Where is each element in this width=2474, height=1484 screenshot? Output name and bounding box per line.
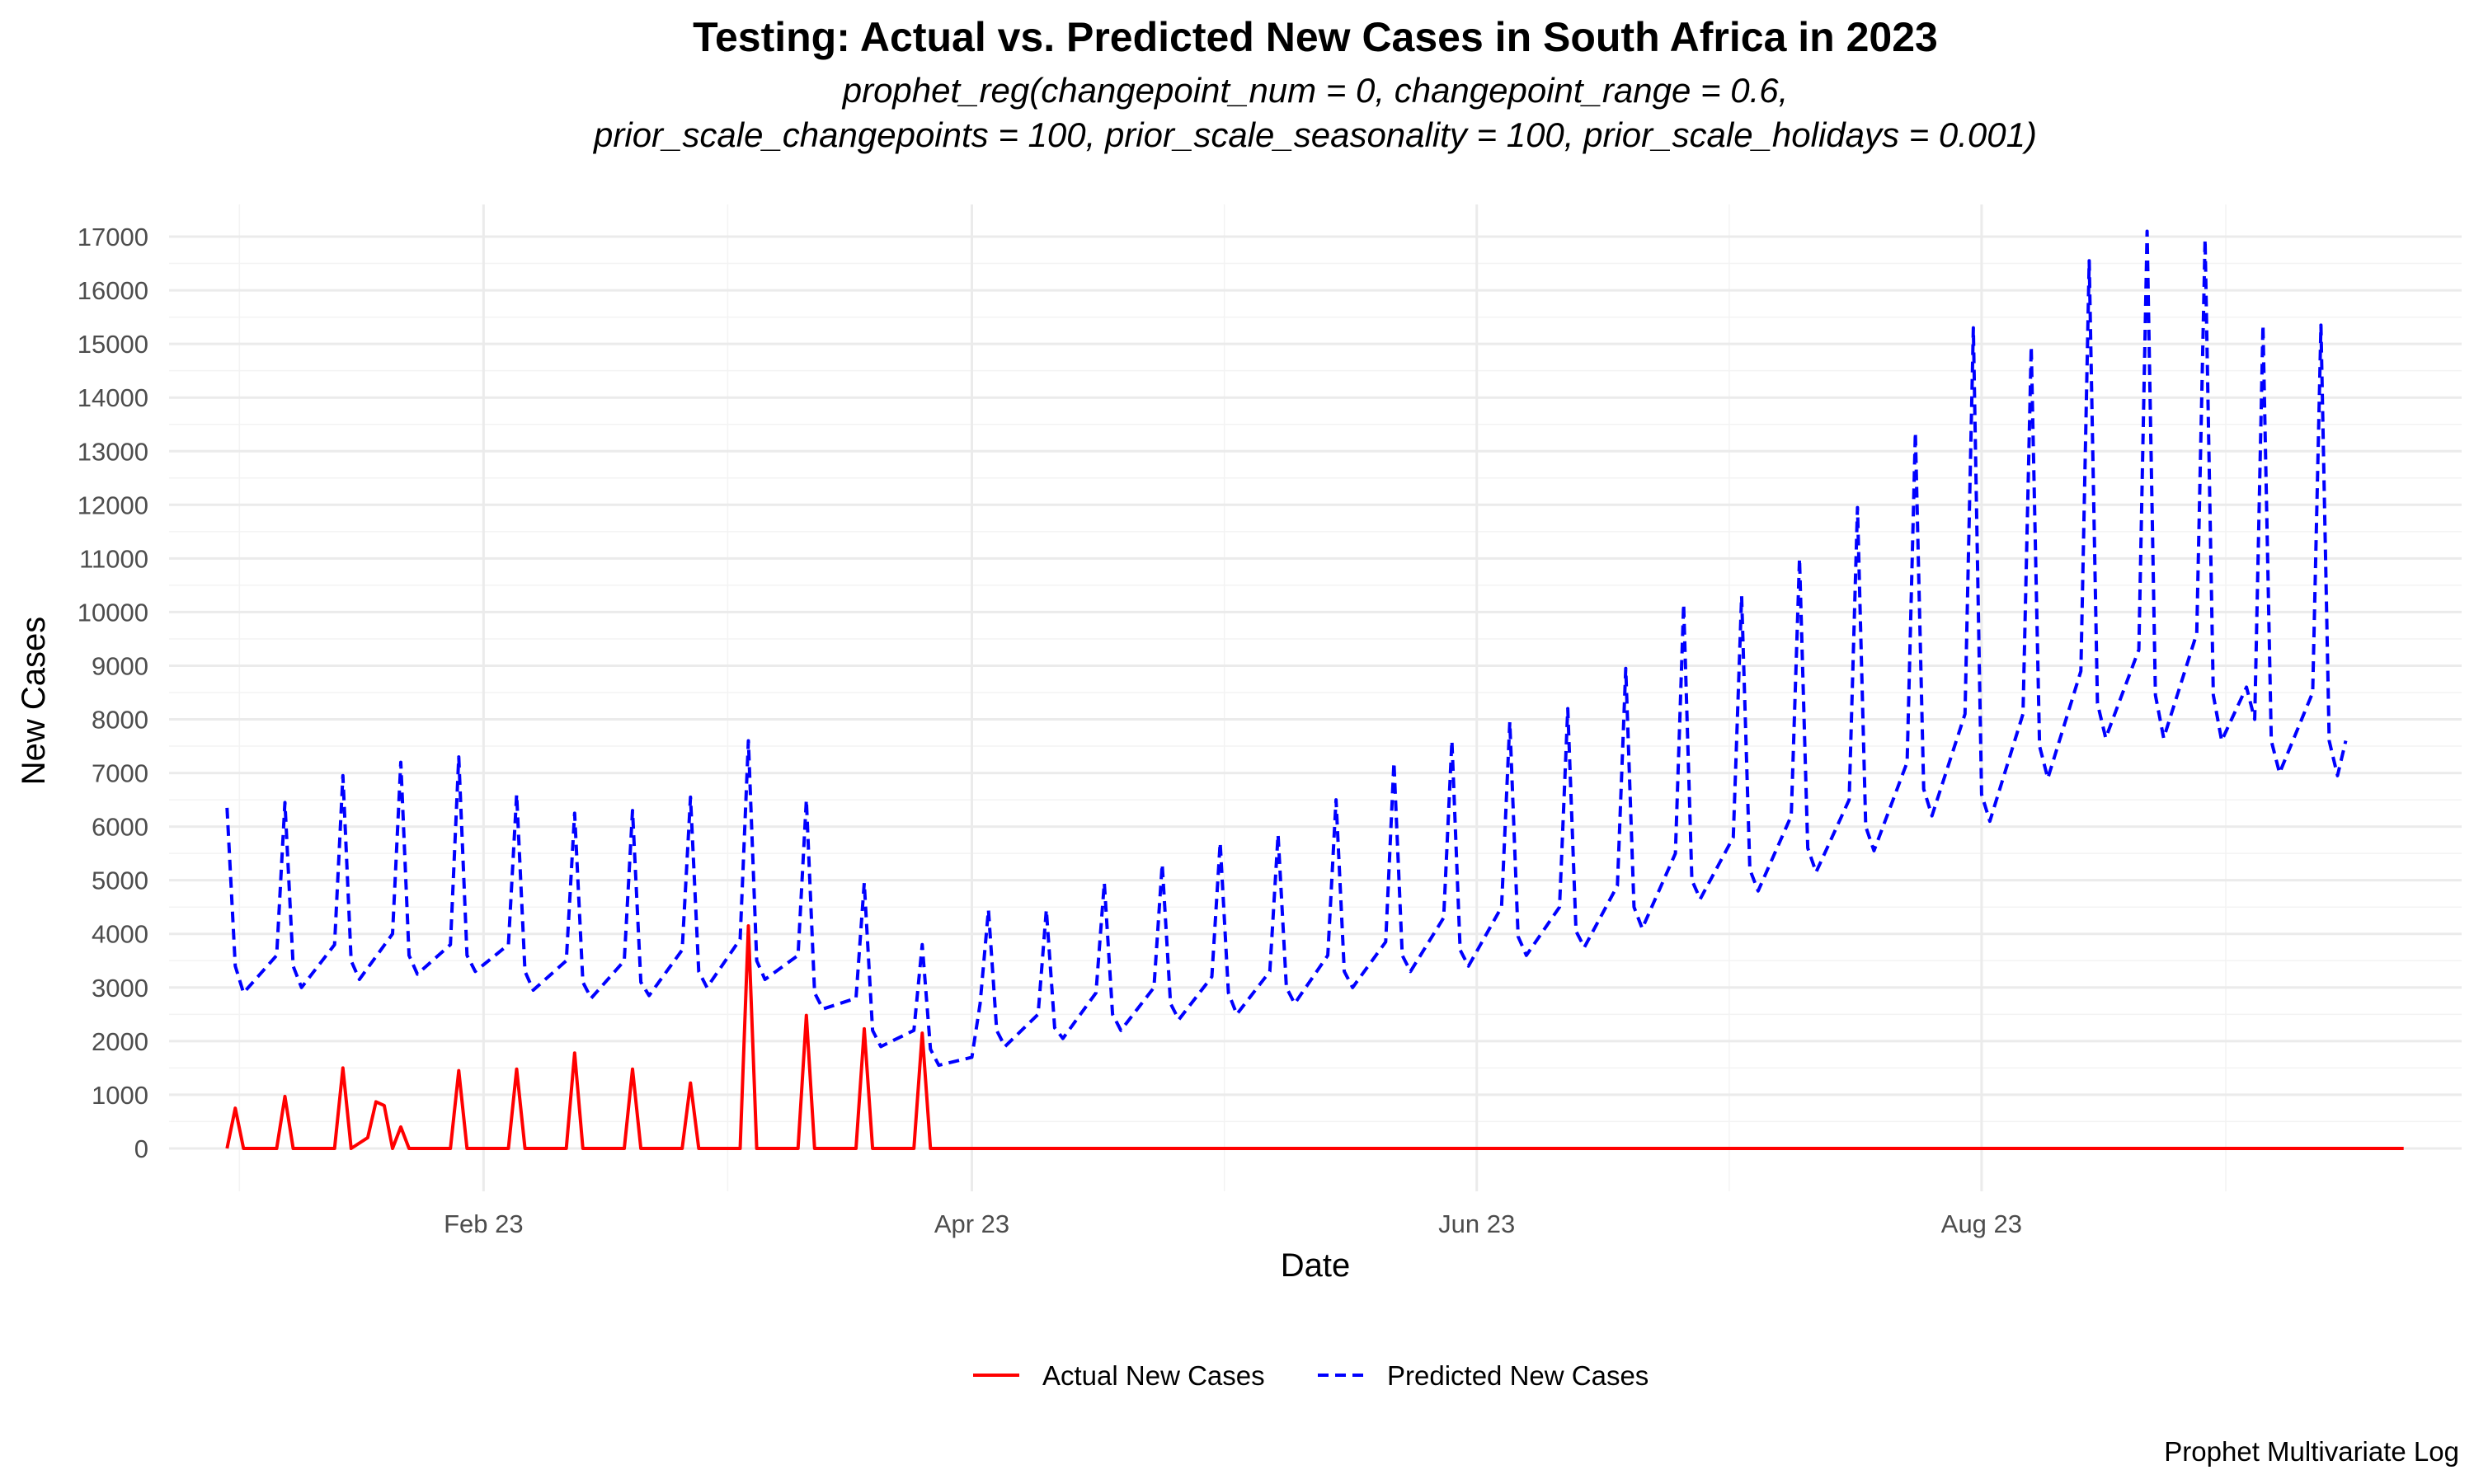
chart-subtitle-line-2: prior_scale_changepoints = 100, prior_sc… <box>592 115 2037 154</box>
chart-caption: Prophet Multivariate Log <box>2164 1436 2459 1467</box>
y-tick-label: 13000 <box>78 437 148 466</box>
x-tick-label: Apr 23 <box>934 1209 1009 1238</box>
x-tick-label: Aug 23 <box>1941 1209 2022 1238</box>
y-tick-label: 16000 <box>78 276 148 305</box>
y-tick-label: 12000 <box>78 491 148 519</box>
series-line-actual <box>225 924 2404 1150</box>
series-line-predicted <box>225 229 2348 1068</box>
y-tick-label: 0 <box>134 1134 148 1163</box>
y-axis-title: New Cases <box>16 617 52 786</box>
y-tick-label: 6000 <box>92 813 148 842</box>
legend-label-predicted: Predicted New Cases <box>1387 1360 1649 1391</box>
x-tick-label: Feb 23 <box>444 1209 524 1238</box>
x-axis-tick-labels: Feb 23 Apr 23 Jun 23 Aug 23 <box>444 1209 2022 1238</box>
y-tick-label: 14000 <box>78 383 148 412</box>
y-tick-label: 8000 <box>92 706 148 735</box>
minor-gridlines <box>169 204 2462 1191</box>
y-tick-label: 17000 <box>78 223 148 251</box>
legend-label-actual: Actual New Cases <box>1042 1360 1265 1391</box>
x-tick-label: Jun 23 <box>1438 1209 1515 1238</box>
chart-title: Testing: Actual vs. Predicted New Cases … <box>693 14 1938 60</box>
y-tick-label: 3000 <box>92 974 148 1003</box>
x-axis-title: Date <box>1281 1247 1351 1284</box>
y-tick-label: 5000 <box>92 866 148 895</box>
y-tick-label: 11000 <box>79 544 148 573</box>
legend: Actual New Cases Predicted New Cases <box>973 1360 1649 1391</box>
y-tick-label: 10000 <box>78 598 148 627</box>
y-tick-label: 15000 <box>78 330 148 359</box>
y-tick-label: 1000 <box>92 1081 148 1110</box>
y-tick-label: 2000 <box>92 1027 148 1056</box>
y-tick-label: 9000 <box>92 651 148 680</box>
y-tick-label: 7000 <box>92 759 148 788</box>
y-tick-label: 4000 <box>92 920 148 949</box>
series-layer <box>225 229 2404 1150</box>
y-axis-tick-labels: 0 1000 2000 3000 4000 5000 6000 7000 8000 9000 100… <box>78 223 148 1163</box>
chart-subtitle-line-1: prophet_reg(changepoint_num = 0, changep… <box>841 71 1789 110</box>
